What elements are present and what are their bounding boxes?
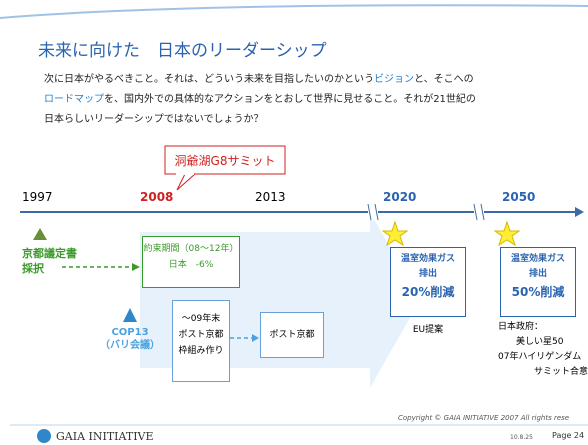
intro: 次に日本がやるべきこと。それは、どういう未来を目指したいのかというビジョンと、そ… xyxy=(44,70,476,130)
title: 未来に向けた 日本のリーダーシップ xyxy=(38,41,327,61)
text: 美しい星50 xyxy=(516,337,564,347)
text: 温室効果ガス xyxy=(400,254,455,264)
logo: GAIA INITIATIVE xyxy=(56,430,154,443)
callout: 洞爺湖G8サミット xyxy=(174,154,276,168)
intro-line: 日本らしいリーダーシップではないでしょうか？ xyxy=(44,110,476,130)
text: 日本政府： xyxy=(498,322,544,332)
year: 1997 xyxy=(22,190,53,204)
text: 次に日本がやるべきこと。それは、どういう未来を目指したいのかという xyxy=(44,74,374,85)
text: 日本らしいリーダーシップではないでしょうか？ xyxy=(44,114,264,125)
page-number: Page 24 xyxy=(552,431,585,440)
text: ロードマップ xyxy=(44,94,104,105)
year: 2020 xyxy=(383,190,417,204)
note-2050: 日本政府： 美しい星50 07年ハイリゲンダムサミット合意 xyxy=(498,320,588,380)
year: 2008 xyxy=(140,190,174,204)
text: ビジョン xyxy=(374,74,414,85)
text: 07年ハイリゲンダム xyxy=(498,352,582,362)
text: 約束期間（08～12年） xyxy=(143,244,239,254)
text: 京都議定書 xyxy=(22,247,77,260)
text: ～09年末 xyxy=(181,314,221,324)
intro-line: ロードマップを、国内外での具体的なアクションをとおして世界に見せること。それが2… xyxy=(44,90,476,110)
text: 排出 xyxy=(528,269,547,279)
cop13: COP13 （バリ会議） xyxy=(95,326,165,352)
note-2020: EU提案 xyxy=(412,325,444,335)
text: 日本 -6% xyxy=(168,260,214,270)
copyright: Copyright © GAIA INITIATIVE 2007 All rig… xyxy=(398,414,570,422)
framework: ～09年末ポスト京都枠組み作り xyxy=(172,300,230,382)
kyoto: 京都議定書 採択 xyxy=(22,246,77,276)
text: と、そこへの xyxy=(414,74,474,85)
text: 採択 xyxy=(22,262,44,275)
target-2050: 温室効果ガス 排出 50%削減 xyxy=(500,247,576,317)
text: ポスト京都 xyxy=(178,330,224,340)
text: 温室効果ガス xyxy=(510,254,565,264)
year: 2013 xyxy=(255,190,286,204)
text: COP13 xyxy=(111,327,149,338)
text: 枠組み作り xyxy=(178,346,224,356)
year: 2050 xyxy=(502,190,536,204)
text: 50%削減 xyxy=(511,285,565,299)
commitment: 約束期間（08～12年） 日本 -6% xyxy=(142,236,240,288)
target-2020: 温室効果ガス 排出 20%削減 xyxy=(390,247,466,317)
text: （バリ会議） xyxy=(100,340,160,351)
intro-line: 次に日本がやるべきこと。それは、どういう未来を目指したいのかというビジョンと、そ… xyxy=(44,70,476,90)
date: 10.8.25 xyxy=(510,434,533,441)
text: 排出 xyxy=(418,269,437,279)
text: サミット合意 xyxy=(534,367,588,377)
post-kyoto: ポスト京都 xyxy=(260,312,324,358)
text: 20%削減 xyxy=(401,285,455,299)
text: を、国内外での具体的なアクションをとおして世界に見せること。それが21世紀の xyxy=(104,94,476,105)
